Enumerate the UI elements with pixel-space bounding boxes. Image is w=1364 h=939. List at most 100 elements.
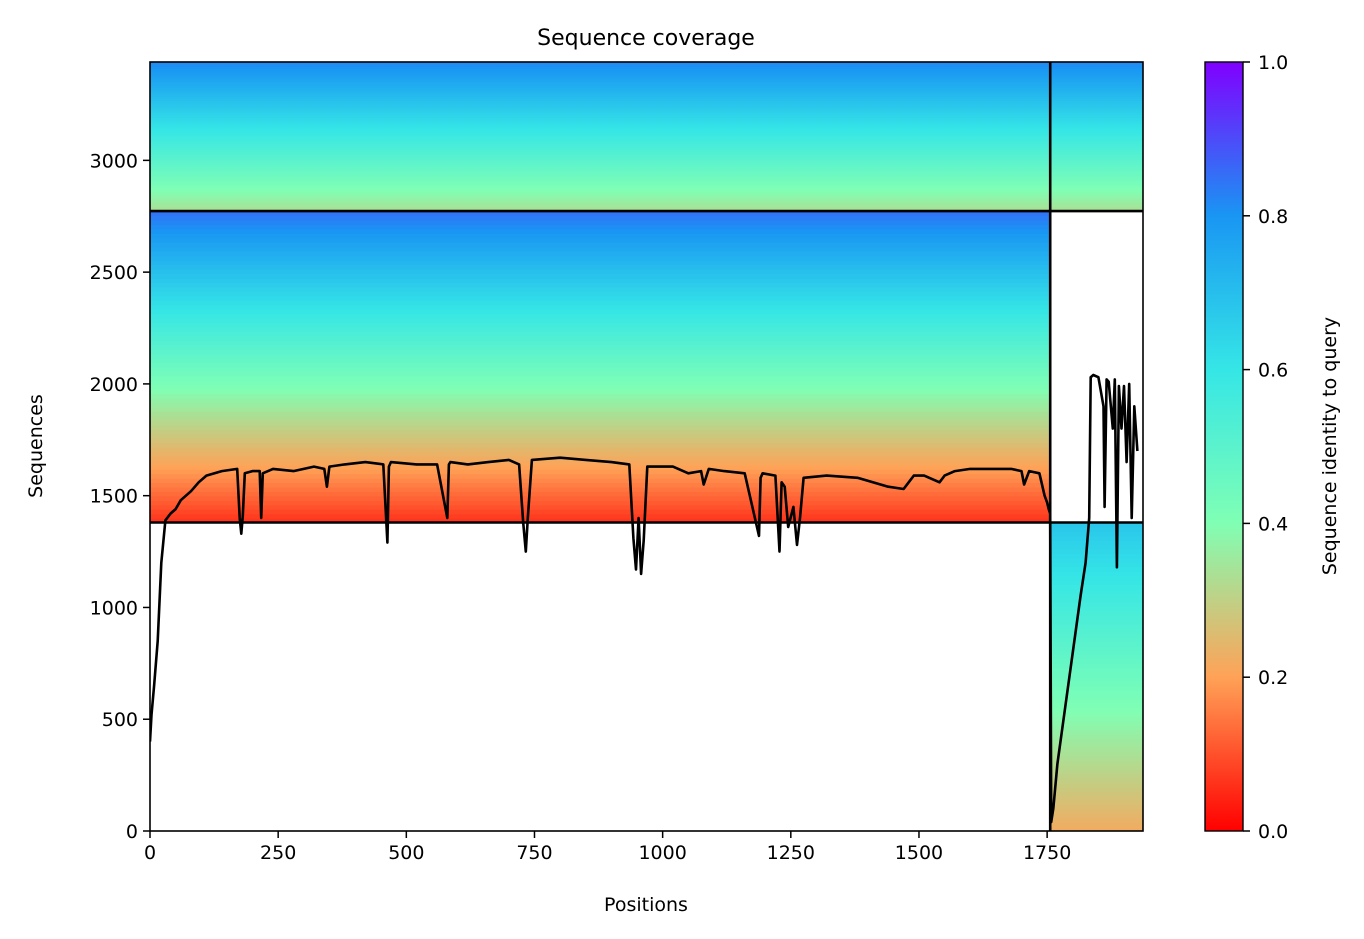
msa-block-band [150,196,1143,199]
msa-block-band [1050,756,1143,762]
msa-block-band [150,68,1143,72]
msa-block-band [150,340,1051,346]
msa-block-band [150,174,1143,178]
msa-block-band [1050,725,1143,731]
plot-frame [149,61,1144,832]
y-tick-label: 2000 [90,374,138,396]
msa-block-band [150,282,1051,288]
msa-block-band [1050,703,1143,709]
msa-block-band [1050,566,1143,572]
msa-block-band [150,406,1051,412]
msa-block-band [150,70,1143,74]
x-tick-label: 250 [260,842,296,864]
msa-block-band [150,79,1143,82]
msa-block-band [150,308,1051,315]
msa-block-band [150,72,1143,76]
msa-block-band [150,469,1051,475]
msa-block-band [150,98,1143,101]
msa-block-band [150,326,1051,332]
msa-block-band [150,102,1143,106]
msa-block-band [150,518,1051,524]
msa-block-band [150,366,1051,372]
msa-block-band [150,106,1143,110]
msa-block-band [1050,628,1143,634]
colorbar-tick-label: 0.8 [1258,206,1288,228]
msa-block-band [150,446,1051,452]
msa-block-band [150,132,1143,136]
msa-block-band [1050,738,1143,744]
msa-block-band [150,123,1143,127]
msa-block-band [1050,588,1143,594]
msa-block-band [1050,712,1143,718]
msa-block-band [150,215,1051,221]
msa-block-band [150,104,1143,108]
colorbar-tick-label: 0.4 [1258,513,1288,535]
msa-block-band [150,96,1143,99]
msa-block-band [150,117,1143,121]
msa-block-band [1050,619,1143,625]
msa-block-band [150,237,1051,243]
msa-block-band [150,62,1143,65]
msa-block-band [150,183,1143,187]
msa-block-band [150,191,1143,195]
msa-block-band [1050,760,1143,766]
msa-block-band [150,402,1051,408]
msa-block-band [1050,593,1143,599]
msa-block-band [1050,808,1143,814]
msa-block-band [150,353,1051,359]
msa-block-band [150,322,1051,328]
msa-block-band [1050,553,1143,559]
msa-block-band [1050,615,1143,621]
msa-block-band [1050,667,1143,673]
msa-block-band [150,89,1143,93]
msa-block-band [150,491,1051,497]
msa-block-band [150,202,1143,206]
chart-title: Sequence coverage [537,26,755,51]
msa-block-band [150,128,1143,131]
msa-block-band [1050,681,1143,687]
msa-block-band [1050,782,1143,788]
msa-block-band [150,108,1143,112]
msa-block-band [1050,557,1143,563]
colorbar [1204,61,1244,832]
msa-block-band [1050,729,1143,735]
msa-block-band [1050,584,1143,590]
x-tick-label: 0 [144,842,156,864]
msa-block-band [1050,544,1143,550]
msa-block-band [150,313,1051,319]
colorbar-label: Sequence identity to query [1319,317,1341,575]
msa-block-band [150,166,1143,170]
msa-block-band [1050,716,1143,722]
msa-block-band [150,397,1051,403]
msa-block-band [150,125,1143,129]
colorbar-tick-label: 0.0 [1258,821,1288,843]
msa-block-band [1050,786,1143,792]
msa-block-band [150,140,1143,144]
msa-block-band [1050,540,1143,546]
msa-block-band [150,482,1051,488]
msa-block-band [1050,694,1143,700]
msa-block-band [1050,791,1143,797]
msa-block-band [150,420,1051,426]
y-tick-label: 3000 [90,150,138,172]
y-tick-label: 1500 [90,486,138,508]
msa-block-band [150,455,1051,461]
msa-block-2 [150,211,1051,524]
msa-block-band [150,295,1051,301]
msa-block-band [1050,531,1143,537]
msa-block-band [150,159,1143,163]
msa-block-3 [1050,522,1143,831]
colorbar-ticks: 0.0 0.2 0.4 0.6 0.8 1.0 [1243,52,1288,843]
msa-block-band [150,411,1051,417]
msa-block-band [150,429,1051,435]
msa-block-band [150,415,1051,421]
msa-block-band [150,179,1143,182]
y-tick-label: 0 [126,821,138,843]
msa-block-band [150,130,1143,133]
msa-block-band [1050,637,1143,643]
msa-block-band [1050,769,1143,775]
msa-block-band [1050,610,1143,616]
msa-block-band [1050,645,1143,651]
msa-block-band [1050,742,1143,748]
msa-block-band [150,486,1051,492]
